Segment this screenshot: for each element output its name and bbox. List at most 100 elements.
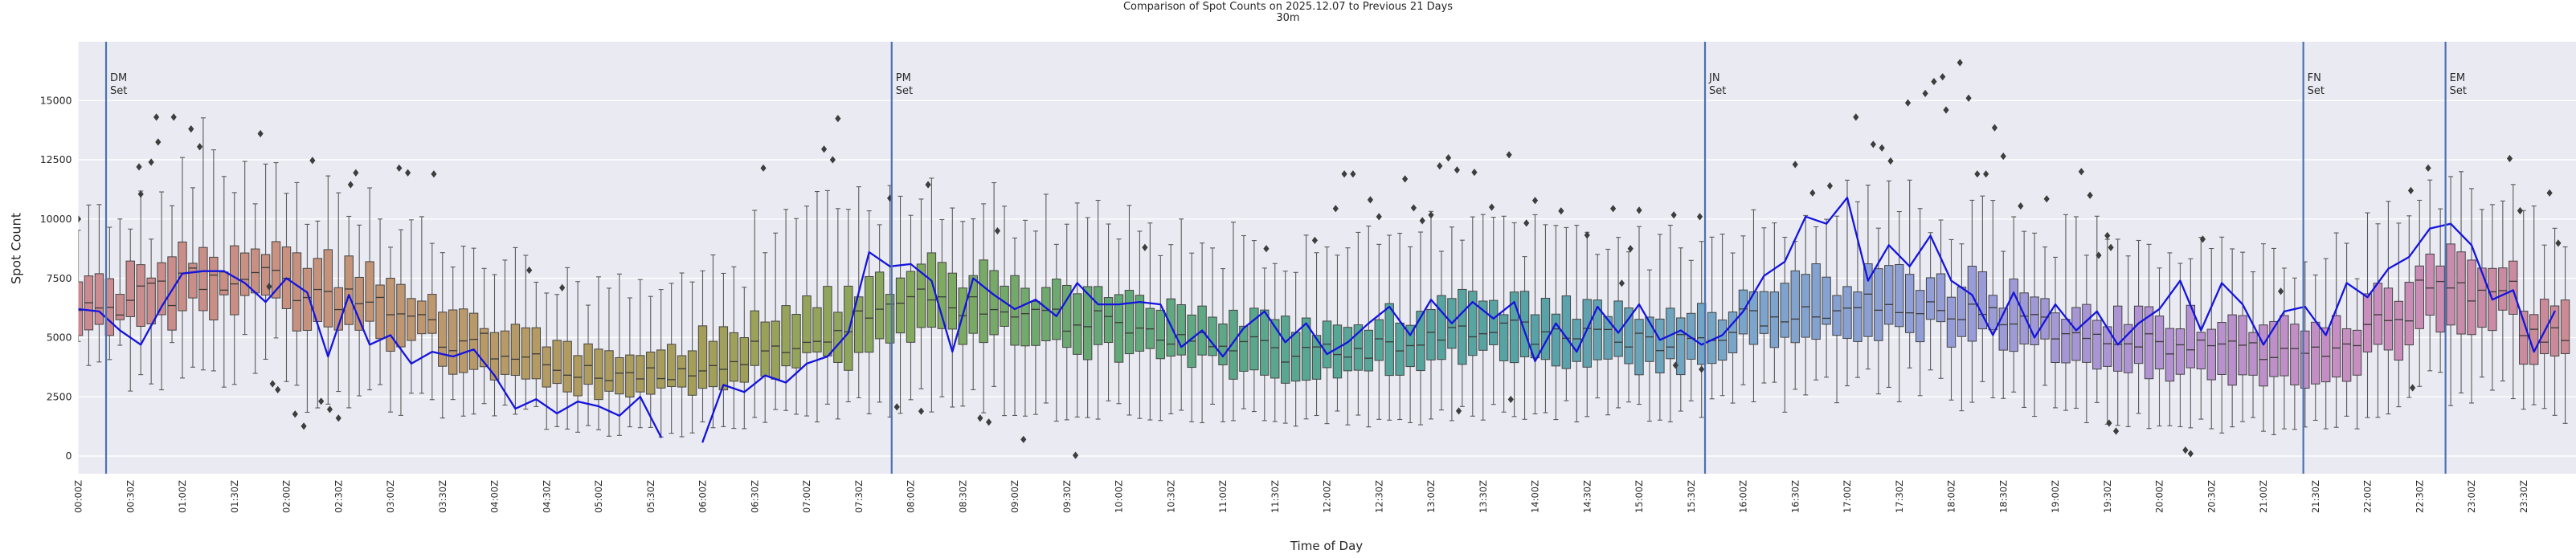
box xyxy=(2498,267,2508,311)
outlier-diamond xyxy=(1853,113,1859,121)
outlier-diamond xyxy=(1410,204,1417,212)
box xyxy=(115,294,125,320)
box xyxy=(1010,275,1020,346)
box xyxy=(1895,263,1904,328)
y-tick-label: 10000 xyxy=(40,213,72,225)
box xyxy=(2435,265,2445,333)
box xyxy=(344,255,354,325)
box xyxy=(1364,329,1373,372)
box xyxy=(1437,295,1446,360)
box xyxy=(417,300,427,335)
box xyxy=(739,336,749,383)
outlier-diamond xyxy=(257,129,264,138)
outlier-diamond xyxy=(2104,231,2111,240)
outlier-diamond xyxy=(1983,170,1989,178)
outlier-diamond xyxy=(1879,144,1885,152)
x-tick-label: 10:00Z xyxy=(1114,480,1125,513)
outlier-diamond xyxy=(2112,427,2120,435)
x-tick-label: 05:30Z xyxy=(645,480,656,513)
box xyxy=(2394,300,2404,361)
box xyxy=(697,325,708,389)
outlier-diamond xyxy=(1792,161,1798,169)
outlier-diamond xyxy=(137,190,144,198)
box xyxy=(2071,307,2081,361)
box xyxy=(1832,295,1842,336)
box xyxy=(615,356,624,395)
box xyxy=(1384,303,1394,377)
y-tick-label: 2500 xyxy=(47,390,72,402)
sunset-label-EM: EM xyxy=(2450,72,2465,84)
box xyxy=(1416,311,1425,372)
x-tick-label: 19:30Z xyxy=(2102,480,2113,513)
box xyxy=(2030,296,2039,345)
outlier-diamond xyxy=(1584,231,1590,239)
box xyxy=(771,320,780,380)
outlier-diamond xyxy=(1870,141,1876,149)
box xyxy=(1218,323,1228,365)
outlier-diamond xyxy=(1455,407,1462,415)
outlier-diamond xyxy=(269,380,276,388)
x-tick-label: 09:30Z xyxy=(1061,480,1073,513)
box xyxy=(333,287,343,331)
outlier-diamond xyxy=(829,156,836,164)
outlier-diamond xyxy=(1699,365,1705,373)
box xyxy=(178,241,187,312)
outlier-diamond xyxy=(2087,191,2093,199)
box xyxy=(209,256,219,321)
box xyxy=(2290,324,2300,385)
x-tick-label: 04:30Z xyxy=(541,480,552,513)
x-tick-label: 14:30Z xyxy=(1581,480,1593,513)
outlier-diamond xyxy=(1940,73,1946,81)
outlier-diamond xyxy=(1636,206,1642,214)
box xyxy=(2477,267,2487,328)
outlier-diamond xyxy=(2407,186,2414,194)
outlier-diamond xyxy=(266,283,272,291)
box xyxy=(937,262,947,329)
outlier-diamond xyxy=(977,414,983,422)
x-tick-label: 15:30Z xyxy=(1686,480,1697,513)
box xyxy=(1540,297,1551,360)
outlier-diamond xyxy=(1670,211,1677,219)
box xyxy=(1395,322,1405,376)
box xyxy=(157,262,166,316)
outlier-diamond xyxy=(1809,189,1816,197)
box xyxy=(2560,299,2570,354)
box xyxy=(1332,324,1343,379)
y-axis-label: Spot Count xyxy=(8,213,24,284)
box xyxy=(448,309,458,375)
box xyxy=(1311,335,1322,380)
box xyxy=(781,305,791,367)
x-tick-label: 02:30Z xyxy=(333,480,344,513)
box xyxy=(1655,318,1665,373)
box xyxy=(407,298,416,341)
box xyxy=(2404,282,2414,346)
box xyxy=(1499,314,1509,361)
outlier-diamond xyxy=(2555,239,2562,247)
box xyxy=(677,355,687,388)
box xyxy=(2217,322,2226,375)
box xyxy=(2206,328,2216,381)
outlier-diamond xyxy=(153,113,160,121)
x-tick-label: 04:00Z xyxy=(489,480,501,513)
box xyxy=(2467,259,2476,336)
box xyxy=(1603,316,1613,360)
outlier-diamond xyxy=(1376,213,1382,221)
box xyxy=(656,349,666,389)
chart-title-block: Comparison of Spot Counts on 2025.12.07 … xyxy=(1123,2,1453,24)
box xyxy=(2123,324,2133,373)
box xyxy=(510,324,521,377)
box xyxy=(1155,309,1165,360)
outlier-diamond xyxy=(335,414,341,422)
box xyxy=(1790,270,1800,344)
box xyxy=(198,246,208,312)
outlier-diamond xyxy=(1974,170,1981,178)
box xyxy=(2519,311,2529,365)
x-tick-label: 21:00Z xyxy=(2258,480,2269,513)
outlier-diamond xyxy=(1696,213,1703,221)
outlier-diamond xyxy=(1072,451,1079,459)
outlier-diamond xyxy=(1471,169,1478,177)
box xyxy=(521,327,531,380)
box xyxy=(885,294,895,344)
box xyxy=(2425,253,2435,316)
